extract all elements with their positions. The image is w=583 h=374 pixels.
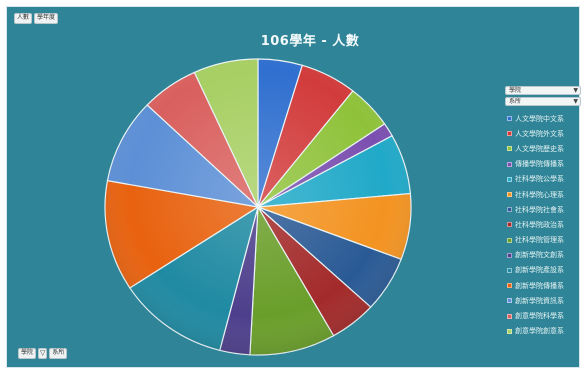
legend-swatch — [507, 267, 512, 273]
legend-label: 人文學院歷史系 — [515, 144, 564, 153]
legend-swatch — [507, 161, 512, 167]
legend-swatch — [507, 222, 512, 228]
department-filter[interactable]: 系所 ▼ — [505, 97, 581, 106]
legend-item[interactable]: 社科學院社會系 — [507, 202, 583, 217]
legend-item[interactable]: 社科學院心理系 — [507, 187, 583, 202]
top-toolbar: 人數 學年度 — [14, 13, 59, 24]
college-axis-button[interactable]: 學院 — [18, 348, 37, 359]
college-filter-value: 學院 — [509, 87, 522, 94]
legend-swatch — [507, 192, 512, 198]
chevron-down-icon: ▼ — [573, 87, 578, 94]
legend-item[interactable]: 社科學院管理系 — [507, 233, 583, 248]
legend-label: 創新學院傳播系 — [515, 281, 564, 290]
chart-title: 106學年 - 人數 — [260, 34, 360, 49]
legend-label: 社科學院公學系 — [515, 175, 564, 184]
legend-swatch — [507, 252, 512, 258]
legend-label: 社科學院心理系 — [515, 190, 564, 199]
legend-item[interactable]: 人文學院歷史系 — [507, 141, 583, 156]
legend-swatch — [507, 131, 512, 137]
legend-swatch — [507, 298, 512, 304]
year-button[interactable]: 學年度 — [34, 13, 59, 24]
legend-label: 創新學院資訊系 — [515, 296, 564, 305]
legend-label: 人文學院外文系 — [515, 129, 564, 138]
legend-label: 社科學院管理系 — [515, 236, 564, 245]
legend-label: 社科學院社會系 — [515, 205, 564, 214]
legend-item[interactable]: 創新學院傳播系 — [507, 278, 583, 293]
legend-label: 創意學院科學系 — [515, 312, 564, 321]
legend-swatch — [507, 237, 512, 243]
chevron-down-icon: ▼ — [573, 98, 578, 105]
legend-label: 創意學院創意系 — [515, 327, 564, 336]
legend-label: 社科學院政治系 — [515, 220, 564, 229]
legend-label: 傳播學院傳播系 — [515, 160, 564, 169]
legend-swatch — [507, 283, 512, 289]
department-axis-button[interactable]: 系所 — [49, 348, 68, 359]
legend-item[interactable]: 創新學院產設系 — [507, 263, 583, 278]
legend-label: 創新學院文創系 — [515, 251, 564, 260]
department-filter-value: 系所 — [509, 98, 522, 105]
college-filter[interactable]: 學院 ▼ — [505, 86, 581, 95]
measure-button[interactable]: 人數 — [14, 13, 33, 24]
legend-swatch — [507, 116, 512, 122]
legend-label: 人文學院中文系 — [515, 114, 564, 123]
legend-item[interactable]: 社科學院政治系 — [507, 217, 583, 232]
legend-swatch — [507, 328, 512, 334]
legend-swatch — [507, 207, 512, 213]
legend-item[interactable]: 創新學院資訊系 — [507, 293, 583, 308]
bottom-toolbar: 學院 ▽ 系所 — [18, 348, 68, 359]
funnel-icon[interactable]: ▽ — [38, 348, 48, 359]
chart-legend: 人文學院中文系 人文學院外文系 人文學院歷史系 傳播學院傳播系 社科學院公學系 社科學院心… — [507, 111, 583, 339]
legend-item[interactable]: 傳播學院傳播系 — [507, 157, 583, 172]
legend-item[interactable]: 人文學院外文系 — [507, 126, 583, 141]
legend-swatch — [507, 176, 512, 182]
legend-item[interactable]: 人文學院中文系 — [507, 111, 583, 126]
legend-label: 創新學院產設系 — [515, 266, 564, 275]
legend-item[interactable]: 創新學院文創系 — [507, 248, 583, 263]
legend-item[interactable]: 社科學院公學系 — [507, 172, 583, 187]
legend-item[interactable]: 創意學院創意系 — [507, 324, 583, 339]
legend-swatch — [507, 313, 512, 319]
legend-swatch — [507, 146, 512, 152]
legend-item[interactable]: 創意學院科學系 — [507, 308, 583, 323]
